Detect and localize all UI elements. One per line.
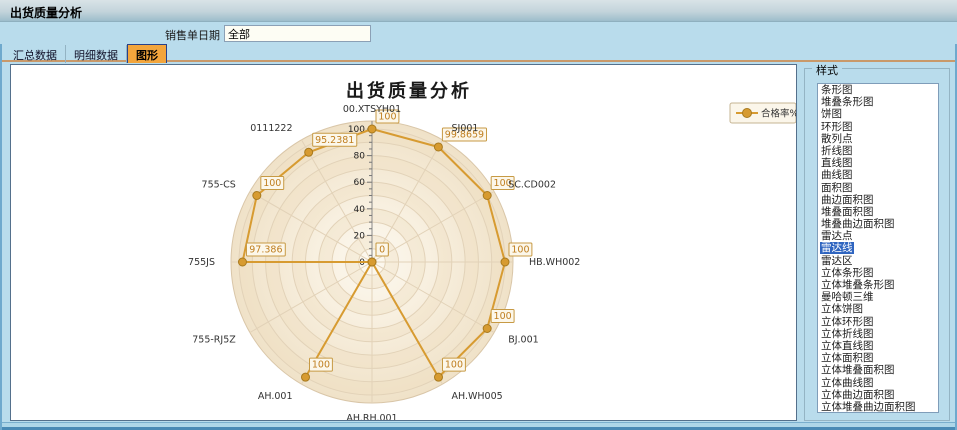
style-option[interactable]: 堆叠曲边面积图	[821, 218, 895, 231]
data-point	[301, 372, 310, 382]
data-point	[367, 257, 377, 267]
value-label: 0	[375, 242, 389, 257]
svg-text:95.2381: 95.2381	[315, 135, 354, 146]
svg-text:100: 100	[263, 178, 281, 189]
value-label: 100	[309, 357, 333, 372]
style-option[interactable]: 立体饼图	[821, 303, 863, 316]
style-option[interactable]: 面积图	[821, 181, 853, 194]
main-area: 汇总数据 明细数据 图形 0 20 40 60 80 100 100 99.8659 100 100 1…	[0, 44, 957, 430]
category-label: 755-RJ5Z	[192, 335, 236, 346]
window-title: 出货质量分析	[10, 6, 83, 20]
svg-text:100: 100	[511, 245, 529, 256]
tab-summary-data[interactable]: 汇总数据	[5, 45, 66, 63]
svg-text:80: 80	[354, 152, 366, 162]
sales-date-input[interactable]	[224, 25, 371, 42]
data-point	[433, 142, 443, 152]
category-label: AH.RH.001	[346, 413, 397, 420]
style-option[interactable]: 散列点	[821, 132, 853, 145]
svg-text:100: 100	[378, 112, 396, 123]
value-label: 99.8659	[441, 127, 488, 142]
style-option[interactable]: 饼图	[821, 108, 842, 121]
chart-title: 出货质量分析	[346, 80, 472, 102]
style-option[interactable]: 条形图	[821, 84, 853, 96]
style-option[interactable]: 立体条形图	[821, 266, 874, 279]
chart-legend[interactable]: 合格率%	[729, 102, 796, 124]
tab-graph[interactable]: 图形	[127, 44, 167, 63]
style-option[interactable]: 曼哈顿三维	[821, 291, 874, 304]
svg-text:20: 20	[354, 231, 366, 241]
category-label: 755-CS	[202, 180, 236, 191]
data-point	[252, 191, 262, 200]
category-label: AH.WH005	[452, 391, 503, 402]
legend-dot-icon	[742, 108, 752, 118]
sales-date-label: 销售单日期	[165, 30, 220, 42]
value-label: 95.2381	[312, 132, 358, 147]
value-label: 100	[260, 176, 285, 190]
svg-text:97.386: 97.386	[249, 245, 282, 256]
style-option[interactable]: 雷达线	[820, 242, 854, 255]
category-label: 00.XTSYH01	[343, 104, 401, 115]
style-panel-title: 样式	[812, 62, 842, 78]
filter-row: 销售单日期	[0, 23, 957, 44]
style-option[interactable]: 立体曲边面积图	[821, 388, 895, 401]
data-point	[434, 372, 443, 382]
data-point	[237, 257, 247, 267]
style-option[interactable]: 直线图	[821, 157, 853, 170]
category-label: SC.CD002	[508, 180, 556, 191]
style-option[interactable]: 曲边面积图	[821, 193, 874, 206]
style-option[interactable]: 雷达区	[821, 254, 853, 267]
data-point	[482, 191, 492, 200]
category-label: HB.WH002	[529, 257, 580, 268]
tab-bar: 汇总数据 明细数据 图形	[2, 44, 955, 63]
value-label: 100	[490, 176, 515, 190]
tab-detail-data[interactable]: 明细数据	[66, 45, 127, 63]
category-label: 0111222	[250, 123, 292, 134]
style-panel: 样式 条形图 堆叠条形图 饼图 环形图 散列点 折线图 直线图 曲线图 面积图 曲边面积图 堆叠面积…	[804, 62, 950, 421]
svg-text:100: 100	[494, 178, 512, 189]
style-option[interactable]: 折线图	[821, 144, 853, 157]
svg-text:100: 100	[445, 360, 463, 371]
style-option[interactable]: 立体环形图	[821, 315, 874, 328]
svg-text:0: 0	[379, 245, 385, 256]
data-point	[500, 257, 510, 267]
style-option[interactable]: 曲线图	[821, 169, 853, 182]
title-bar: 出货质量分析	[0, 0, 957, 22]
svg-text:40: 40	[354, 205, 366, 215]
style-list[interactable]: 条形图 堆叠条形图 饼图 环形图 散列点 折线图 直线图 曲线图 面积图 曲边面积图 堆叠面积图 堆叠…	[817, 83, 939, 413]
style-option[interactable]: 环形图	[821, 120, 853, 133]
value-label: 100	[508, 242, 533, 257]
svg-text:99.8659: 99.8659	[445, 129, 484, 140]
style-option[interactable]: 立体曲线图	[821, 376, 874, 389]
style-option[interactable]: 立体直线图	[821, 339, 874, 352]
radar-plot: 02040608010010099.8659100100100100010009…	[188, 104, 580, 420]
category-label: BJ.001	[508, 335, 538, 346]
style-option[interactable]: 堆叠面积图	[821, 205, 874, 218]
radar-chart: 02040608010010099.8659100100100100010009…	[188, 80, 796, 420]
category-label: AH.001	[258, 391, 293, 402]
data-point	[304, 147, 314, 157]
category-label: SJ001	[452, 123, 479, 134]
style-option[interactable]: 立体堆叠面积图	[821, 364, 895, 377]
legend-label: 合格率%	[761, 108, 796, 120]
style-option[interactable]: 雷达点	[821, 230, 853, 243]
style-option[interactable]: 立体折线图	[821, 327, 874, 340]
data-point	[367, 124, 377, 134]
svg-text:100: 100	[312, 360, 330, 371]
data-point	[482, 324, 492, 333]
svg-text:100: 100	[348, 125, 365, 135]
svg-text:100: 100	[494, 311, 512, 322]
chart-panel: 02040608010010099.8659100100100100010009…	[10, 64, 797, 421]
style-option[interactable]: 立体面积图	[821, 352, 874, 365]
value-label: 100	[442, 357, 466, 372]
style-option[interactable]: 立体堆叠条形图	[821, 279, 895, 291]
category-label: 755JS	[188, 257, 215, 268]
bottom-strip	[2, 422, 955, 430]
style-option[interactable]: 立体堆叠曲边面积图	[821, 400, 916, 413]
style-option[interactable]: 堆叠条形图	[821, 96, 874, 109]
value-label: 100	[490, 309, 515, 323]
value-label: 97.386	[245, 242, 286, 257]
svg-text:60: 60	[354, 178, 366, 188]
value-label: 100	[375, 109, 400, 124]
